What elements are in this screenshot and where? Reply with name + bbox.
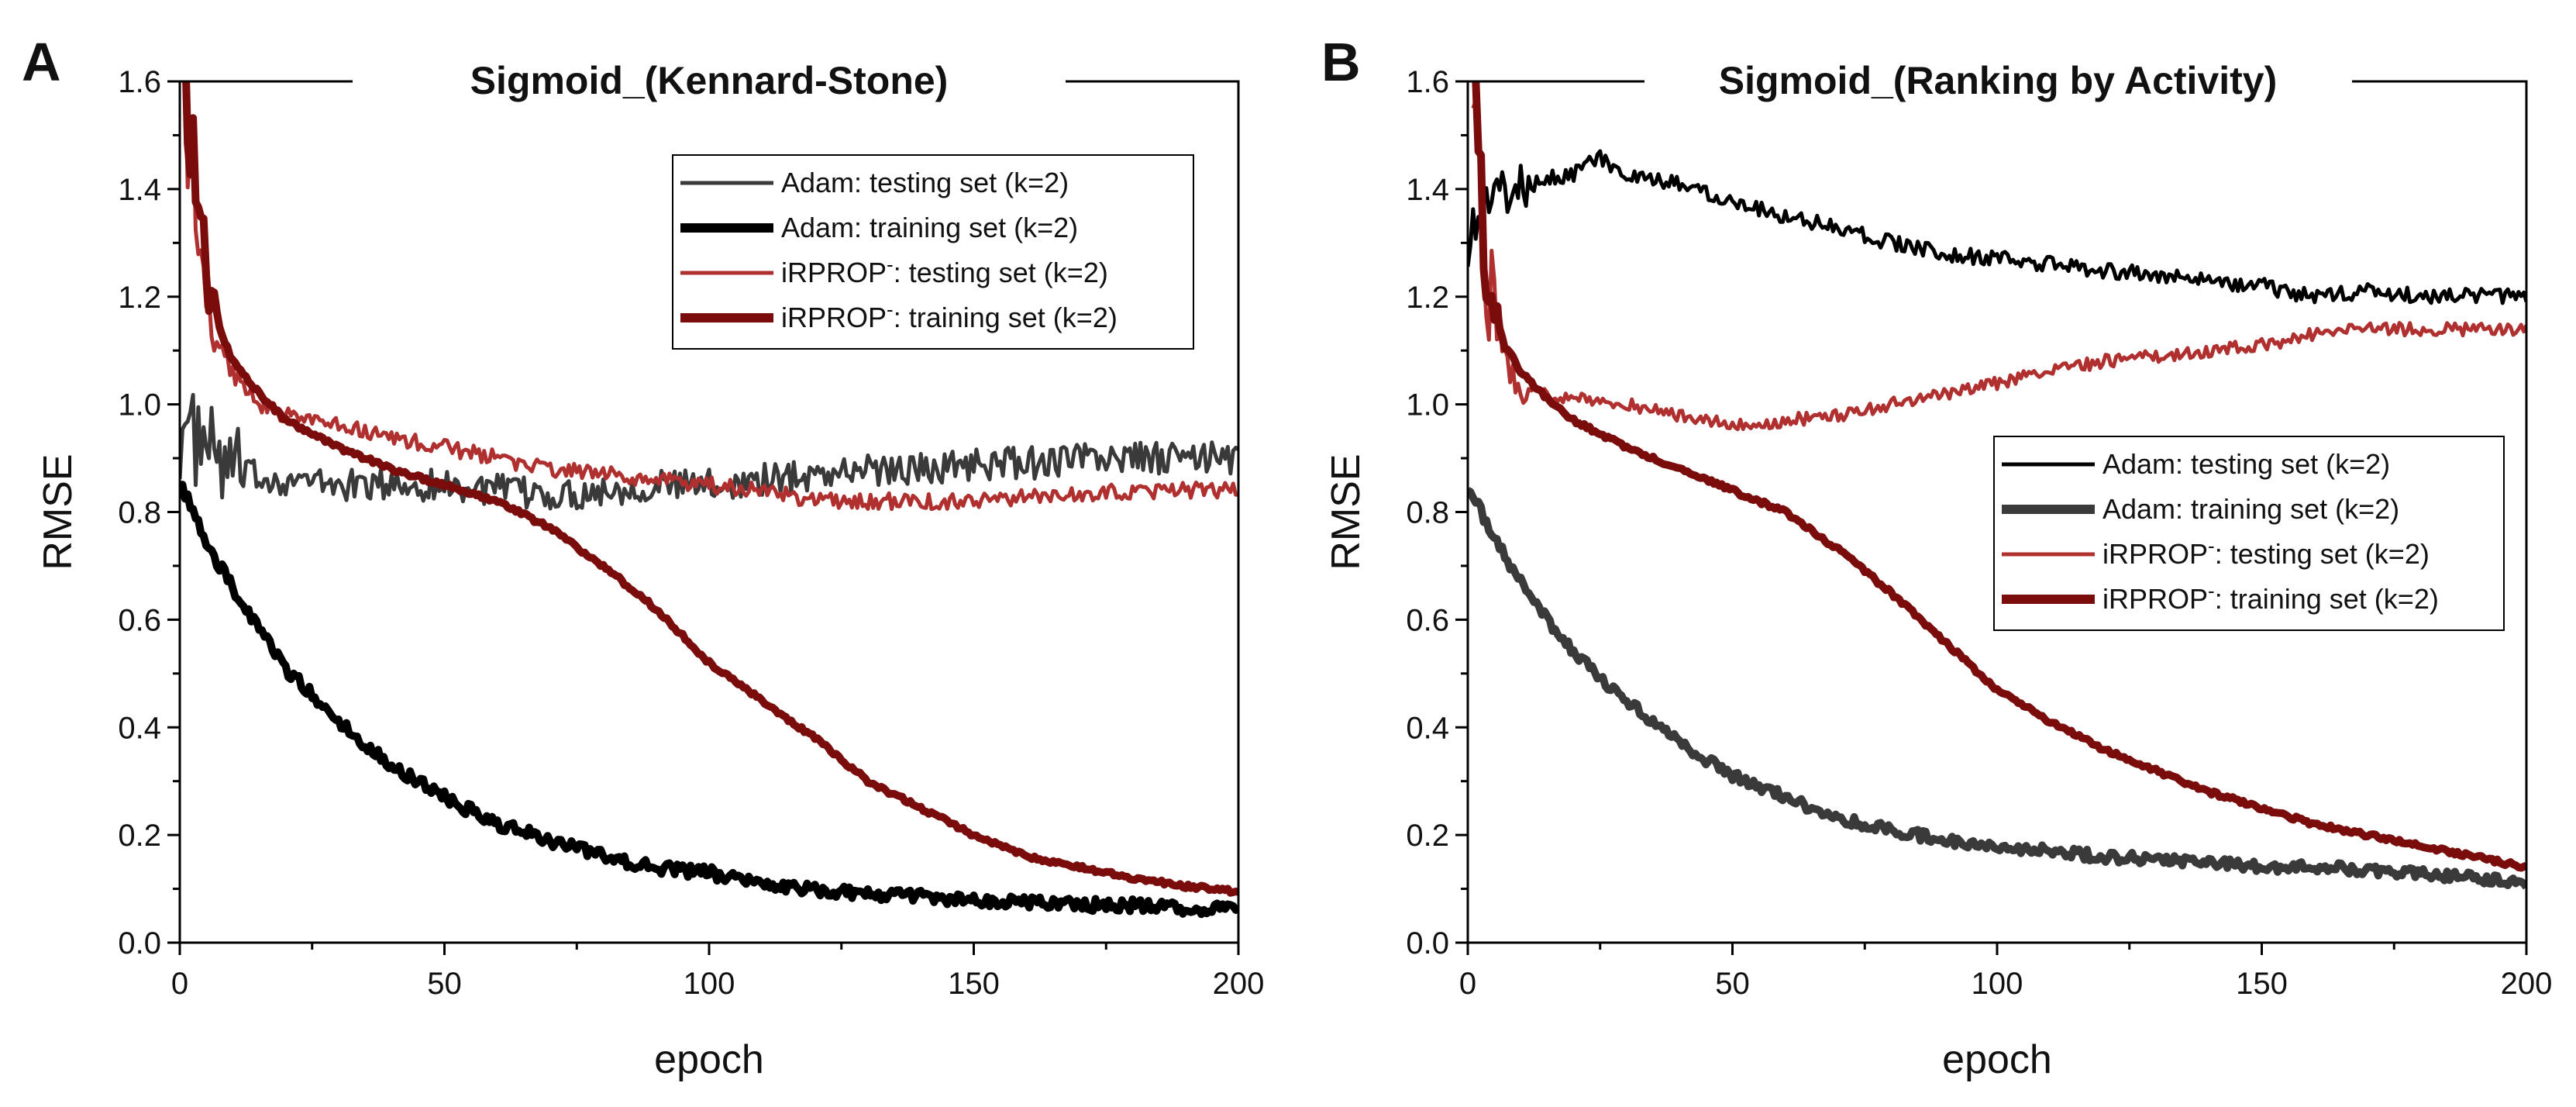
y-tick-label: 1.6 bbox=[1406, 65, 1449, 99]
x-tick-label: 0 bbox=[1459, 967, 1476, 1001]
legend-label: Adam: testing set (k=2) bbox=[2102, 448, 2390, 480]
y-tick-label: 1.0 bbox=[118, 388, 161, 422]
series-line bbox=[180, 481, 1238, 919]
x-tick-label: 100 bbox=[1972, 967, 2023, 1001]
title-background bbox=[1644, 58, 2352, 102]
panel-label: A bbox=[22, 32, 61, 92]
title-background bbox=[353, 58, 1066, 102]
series-line bbox=[1468, 487, 2526, 890]
y-axis-label: RMSE bbox=[1324, 453, 1369, 570]
legend-label: Adam: training set (k=2) bbox=[2102, 493, 2399, 525]
chart-title: Sigmoid_(Ranking by Activity) bbox=[1719, 59, 2277, 102]
legend-label: Adam: testing set (k=2) bbox=[781, 167, 1069, 198]
x-tick-label: 150 bbox=[948, 967, 1000, 1001]
series-line bbox=[180, 392, 1238, 511]
chart-title: Sigmoid_(Kennard-Stone) bbox=[470, 59, 949, 102]
y-tick-label: 1.2 bbox=[1406, 281, 1449, 315]
x-tick-label: 0 bbox=[171, 967, 188, 1001]
series-line bbox=[1468, 149, 2526, 305]
y-tick-label: 1.0 bbox=[1406, 388, 1449, 422]
y-tick-label: 1.2 bbox=[118, 281, 161, 315]
y-tick-label: 0.4 bbox=[1406, 711, 1449, 745]
y-tick-label: 0.6 bbox=[118, 603, 161, 637]
legend-label: iRPROP-: testing set (k=2) bbox=[781, 253, 1108, 288]
legend-label: iRPROP-: training set (k=2) bbox=[781, 298, 1118, 333]
panel-label: B bbox=[1321, 32, 1361, 92]
x-tick-label: 100 bbox=[684, 967, 735, 1001]
series-line bbox=[182, 81, 1238, 897]
x-axis-label: epoch bbox=[654, 1037, 764, 1082]
legend-label: iRPROP-: testing set (k=2) bbox=[2102, 534, 2430, 570]
y-tick-label: 0.8 bbox=[118, 496, 161, 530]
y-tick-label: 0.8 bbox=[1406, 496, 1449, 530]
y-tick-label: 0.6 bbox=[1406, 603, 1449, 637]
legend: Adam: testing set (k=2) Adam: training se… bbox=[1993, 436, 2505, 631]
x-tick-label: 50 bbox=[427, 967, 462, 1001]
series-line bbox=[1471, 98, 2526, 432]
y-axis-label: RMSE bbox=[36, 453, 81, 570]
y-tick-label: 0.2 bbox=[1406, 819, 1449, 853]
legend-label: iRPROP-: training set (k=2) bbox=[2102, 579, 2439, 615]
chart-panel-B: Sigmoid_(Ranking by Activity) B 0.0 0.2 0.4 0… bbox=[1321, 32, 2552, 1082]
y-tick-label: 0.2 bbox=[118, 819, 161, 853]
x-tick-label: 200 bbox=[2501, 967, 2553, 1001]
y-tick-label: 1.4 bbox=[1406, 173, 1449, 207]
chart-panel-A: Sigmoid_(Kennard-Stone) A 0.0 0.2 0.4 0.6 0.8 1… bbox=[22, 32, 1264, 1082]
x-tick-label: 50 bbox=[1715, 967, 1750, 1001]
series-line bbox=[1472, 81, 2526, 872]
series-line bbox=[183, 81, 1238, 512]
legend: Adam: testing set (k=2) Adam: training se… bbox=[672, 154, 1194, 350]
y-tick-label: 0.0 bbox=[1406, 926, 1449, 960]
y-tick-label: 1.6 bbox=[118, 65, 161, 99]
legend-label: Adam: training set (k=2) bbox=[781, 212, 1078, 243]
x-tick-label: 200 bbox=[1213, 967, 1265, 1001]
y-tick-label: 1.4 bbox=[118, 173, 161, 207]
y-tick-label: 0.4 bbox=[118, 711, 161, 745]
y-tick-label: 0.0 bbox=[118, 926, 161, 960]
x-tick-label: 150 bbox=[2236, 967, 2288, 1001]
x-axis-label: epoch bbox=[1942, 1037, 2052, 1082]
